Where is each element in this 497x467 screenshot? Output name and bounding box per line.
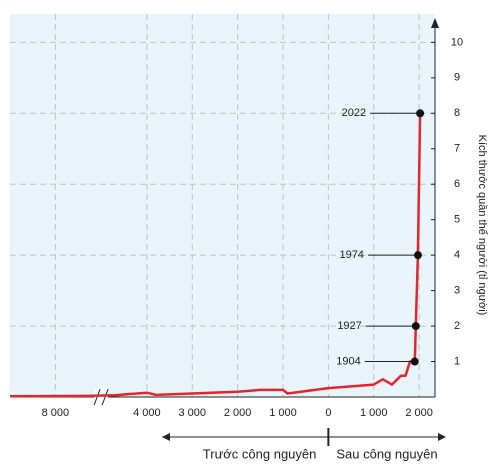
era-label: Sau công nguyên xyxy=(336,446,437,461)
y-tick-label: 7 xyxy=(454,143,460,155)
x-tick-label: 0 xyxy=(325,407,331,419)
plot-area xyxy=(10,14,435,397)
era-arrowhead xyxy=(162,433,170,441)
y-tick-label: 9 xyxy=(454,72,460,84)
y-tick-label: 6 xyxy=(454,178,460,190)
y-tick-label: 10 xyxy=(451,36,463,48)
axis-break xyxy=(93,388,101,406)
y-tick-label: 8 xyxy=(454,107,460,119)
x-tick-label: 3 000 xyxy=(178,407,206,419)
point-label: 1904 xyxy=(336,355,360,367)
y-tick-label: 4 xyxy=(454,249,460,261)
x-tick-label: 1 000 xyxy=(269,407,297,419)
point-label: 1974 xyxy=(339,249,363,261)
axis-break-bg xyxy=(94,388,109,406)
axis-break xyxy=(101,388,109,406)
x-tick-label: 2 000 xyxy=(224,407,252,419)
y-axis-arrow xyxy=(431,18,439,28)
x-tick-label: 8 000 xyxy=(42,407,70,419)
y-tick-label: 3 xyxy=(454,285,460,297)
point-label: 1927 xyxy=(337,320,361,332)
y-tick-label: 5 xyxy=(454,214,460,226)
data-point xyxy=(410,357,419,366)
x-tick-label: 2 000 xyxy=(405,407,433,419)
data-point xyxy=(411,322,420,331)
x-tick-label: 1 000 xyxy=(360,407,388,419)
point-label: 2022 xyxy=(342,107,366,119)
era-label: Trước công nguyên xyxy=(203,446,317,461)
era-arrowhead xyxy=(438,433,446,441)
data-point xyxy=(413,251,422,260)
y-tick-label: 2 xyxy=(454,320,460,332)
data-point xyxy=(416,109,425,118)
x-tick-label: 4 000 xyxy=(133,407,161,419)
y-tick-label: 1 xyxy=(454,355,460,367)
y-axis-label: Kích thước quần thể người (tỉ người) xyxy=(476,135,488,316)
